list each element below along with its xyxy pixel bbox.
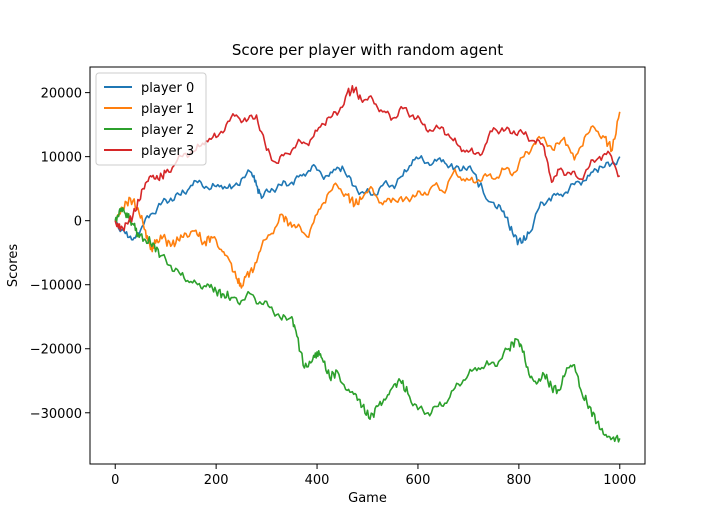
x-tick-label: 800	[506, 473, 531, 488]
series-line-player-1	[114, 111, 621, 289]
axes-frame	[89, 66, 646, 465]
x-tick-label: 600	[406, 473, 431, 488]
y-tick-label: 0	[74, 215, 82, 230]
chart-title: Score per player with random agent	[232, 41, 503, 59]
y-tick-label: −20000	[30, 343, 82, 358]
legend-box	[95, 72, 207, 166]
plot-area: 0 200 400 600 800 1000 −30000 −20000 −10000 0 1000…	[30, 66, 646, 488]
legend-label: player 0	[141, 81, 194, 96]
series-line-player-2	[114, 207, 621, 443]
legend: player 0 player 1 player 2 player 3	[95, 72, 207, 166]
legend-label: player 3	[141, 144, 194, 159]
legend-label: player 1	[141, 102, 194, 117]
x-tick-label: 1000	[603, 473, 636, 488]
y-tick-label: −30000	[30, 407, 82, 422]
y-tick-label: 10000	[41, 151, 82, 166]
series-line-player-0	[114, 155, 621, 246]
x-tick-label: 400	[305, 473, 330, 488]
y-tick-label: 20000	[41, 87, 82, 102]
x-axis-label: Game	[348, 491, 387, 506]
x-tick-label: 200	[204, 473, 229, 488]
y-axis-label: Scores	[6, 244, 21, 287]
x-tick-label: 0	[111, 473, 119, 488]
legend-label: player 2	[141, 123, 194, 138]
y-tick-label: −10000	[30, 279, 82, 294]
